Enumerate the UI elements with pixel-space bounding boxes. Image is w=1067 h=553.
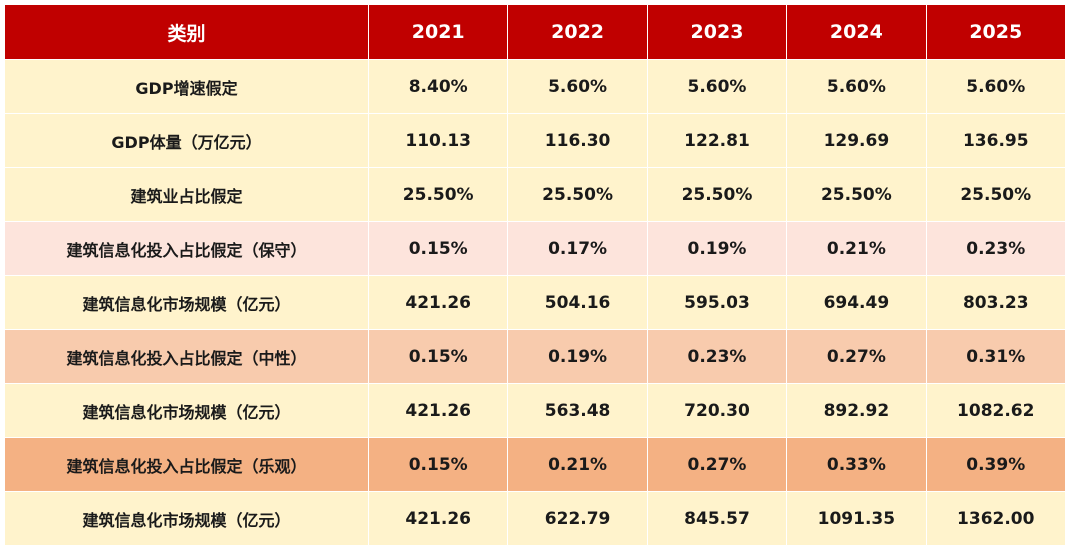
cell-value: 5.60% bbox=[646, 59, 788, 114]
cell-value: 25.50% bbox=[646, 167, 788, 222]
cell-value: 0.19% bbox=[507, 329, 648, 384]
cell-value: 25.50% bbox=[786, 167, 927, 222]
cell-value: 0.17% bbox=[507, 221, 648, 276]
table-container: 类别 2021 2022 2023 2024 2025 GDP增速假定 8.40… bbox=[4, 4, 1066, 546]
cell-value: 1082.62 bbox=[925, 383, 1066, 438]
header-category: 类别 bbox=[4, 4, 369, 60]
header-year-2025: 2025 bbox=[925, 4, 1066, 60]
cell-value: 563.48 bbox=[507, 383, 648, 438]
cell-value: 694.49 bbox=[786, 275, 927, 330]
row-label: 建筑信息化市场规模（亿元） bbox=[4, 383, 369, 438]
header-year-2022: 2022 bbox=[507, 4, 648, 60]
table-row-investment-optimistic: 建筑信息化投入占比假定（乐观） 0.15% 0.21% 0.27% 0.33% … bbox=[4, 437, 1066, 492]
cell-value: 5.60% bbox=[925, 59, 1066, 114]
cell-value: 421.26 bbox=[367, 383, 509, 438]
row-label: 建筑信息化投入占比假定（乐观） bbox=[4, 437, 369, 492]
header-year-2023: 2023 bbox=[646, 4, 788, 60]
cell-value: 25.50% bbox=[367, 167, 509, 222]
cell-value: 0.19% bbox=[646, 221, 788, 276]
row-label: GDP体量（万亿元） bbox=[4, 113, 369, 168]
market-size-table: 类别 2021 2022 2023 2024 2025 GDP增速假定 8.40… bbox=[4, 4, 1066, 546]
cell-value: 25.50% bbox=[507, 167, 648, 222]
cell-value: 25.50% bbox=[925, 167, 1066, 222]
cell-value: 0.27% bbox=[646, 437, 788, 492]
cell-value: 8.40% bbox=[367, 59, 509, 114]
cell-value: 595.03 bbox=[646, 275, 788, 330]
cell-value: 1091.35 bbox=[786, 491, 927, 546]
row-label: 建筑信息化投入占比假定（保守） bbox=[4, 221, 369, 276]
cell-value: 0.21% bbox=[786, 221, 927, 276]
table-row-market-size-optimistic: 建筑信息化市场规模（亿元） 421.26 622.79 845.57 1091.… bbox=[4, 491, 1066, 546]
cell-value: 504.16 bbox=[507, 275, 648, 330]
table-row-market-size-neutral: 建筑信息化市场规模（亿元） 421.26 563.48 720.30 892.9… bbox=[4, 383, 1066, 438]
cell-value: 129.69 bbox=[786, 113, 927, 168]
cell-value: 5.60% bbox=[786, 59, 927, 114]
table-row-market-size-conservative: 建筑信息化市场规模（亿元） 421.26 504.16 595.03 694.4… bbox=[4, 275, 1066, 330]
cell-value: 421.26 bbox=[367, 491, 509, 546]
header-year-2021: 2021 bbox=[367, 4, 509, 60]
cell-value: 0.15% bbox=[367, 437, 509, 492]
cell-value: 0.21% bbox=[507, 437, 648, 492]
cell-value: 0.23% bbox=[646, 329, 788, 384]
row-label: 建筑信息化市场规模（亿元） bbox=[4, 491, 369, 546]
row-label: GDP增速假定 bbox=[4, 59, 369, 114]
cell-value: 0.33% bbox=[786, 437, 927, 492]
cell-value: 0.15% bbox=[367, 221, 509, 276]
cell-value: 110.13 bbox=[367, 113, 509, 168]
cell-value: 0.23% bbox=[925, 221, 1066, 276]
table-row-gdp-volume: GDP体量（万亿元） 110.13 116.30 122.81 129.69 1… bbox=[4, 113, 1066, 168]
cell-value: 892.92 bbox=[786, 383, 927, 438]
row-label: 建筑信息化市场规模（亿元） bbox=[4, 275, 369, 330]
row-label: 建筑业占比假定 bbox=[4, 167, 369, 222]
cell-value: 0.39% bbox=[925, 437, 1066, 492]
header-year-2024: 2024 bbox=[786, 4, 927, 60]
cell-value: 116.30 bbox=[507, 113, 648, 168]
cell-value: 122.81 bbox=[646, 113, 788, 168]
table-row-investment-conservative: 建筑信息化投入占比假定（保守） 0.15% 0.17% 0.19% 0.21% … bbox=[4, 221, 1066, 276]
table-row-gdp-growth: GDP增速假定 8.40% 5.60% 5.60% 5.60% 5.60% bbox=[4, 59, 1066, 114]
cell-value: 5.60% bbox=[507, 59, 648, 114]
table-row-investment-neutral: 建筑信息化投入占比假定（中性） 0.15% 0.19% 0.23% 0.27% … bbox=[4, 329, 1066, 384]
cell-value: 803.23 bbox=[925, 275, 1066, 330]
cell-value: 0.31% bbox=[925, 329, 1066, 384]
cell-value: 421.26 bbox=[367, 275, 509, 330]
table-row-construction-share: 建筑业占比假定 25.50% 25.50% 25.50% 25.50% 25.5… bbox=[4, 167, 1066, 222]
cell-value: 0.15% bbox=[367, 329, 509, 384]
header-row: 类别 2021 2022 2023 2024 2025 bbox=[4, 4, 1066, 60]
row-label: 建筑信息化投入占比假定（中性） bbox=[4, 329, 369, 384]
cell-value: 1362.00 bbox=[925, 491, 1066, 546]
cell-value: 720.30 bbox=[646, 383, 788, 438]
cell-value: 136.95 bbox=[925, 113, 1066, 168]
cell-value: 622.79 bbox=[507, 491, 648, 546]
cell-value: 845.57 bbox=[646, 491, 788, 546]
cell-value: 0.27% bbox=[786, 329, 927, 384]
